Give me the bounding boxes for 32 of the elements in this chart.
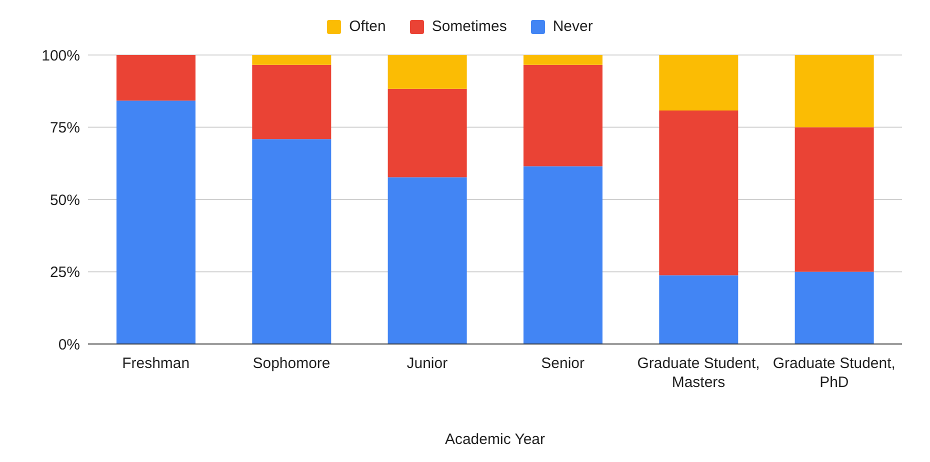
bar — [659, 110, 738, 276]
bar — [116, 100, 196, 344]
bar — [252, 55, 332, 65]
bar — [659, 55, 738, 110]
x-tick-label: Junior — [406, 355, 448, 372]
legend-label: Sometimes — [430, 18, 507, 35]
bar — [794, 272, 874, 344]
x-tick-label: Graduate Student, Masters — [637, 355, 760, 391]
bar — [116, 55, 196, 101]
y-tick-label: 0% — [58, 336, 80, 354]
bar — [252, 139, 332, 344]
x-tick-label: Graduate Student, PhD — [772, 355, 896, 391]
bar — [388, 55, 467, 89]
x-axis-title: Academic Year — [444, 431, 546, 448]
y-tick-label: 25% — [50, 264, 80, 282]
bar — [659, 275, 738, 344]
bar — [794, 127, 874, 272]
x-tick-label: Sophomore — [252, 355, 330, 372]
bar — [794, 55, 874, 128]
bar — [523, 166, 602, 344]
x-tick-label: Senior — [541, 355, 585, 372]
y-tick-label: 75% — [50, 120, 80, 137]
x-tick-label: Freshman — [122, 355, 190, 372]
y-tick-label: 50% — [50, 192, 80, 209]
legend-label: Often — [348, 18, 386, 35]
bar — [523, 55, 602, 65]
bar — [252, 64, 332, 140]
legend-label: Never — [552, 18, 593, 35]
bar — [388, 88, 467, 178]
bar — [523, 64, 602, 166]
bar — [388, 177, 467, 344]
y-tick-label: 100% — [42, 47, 80, 64]
